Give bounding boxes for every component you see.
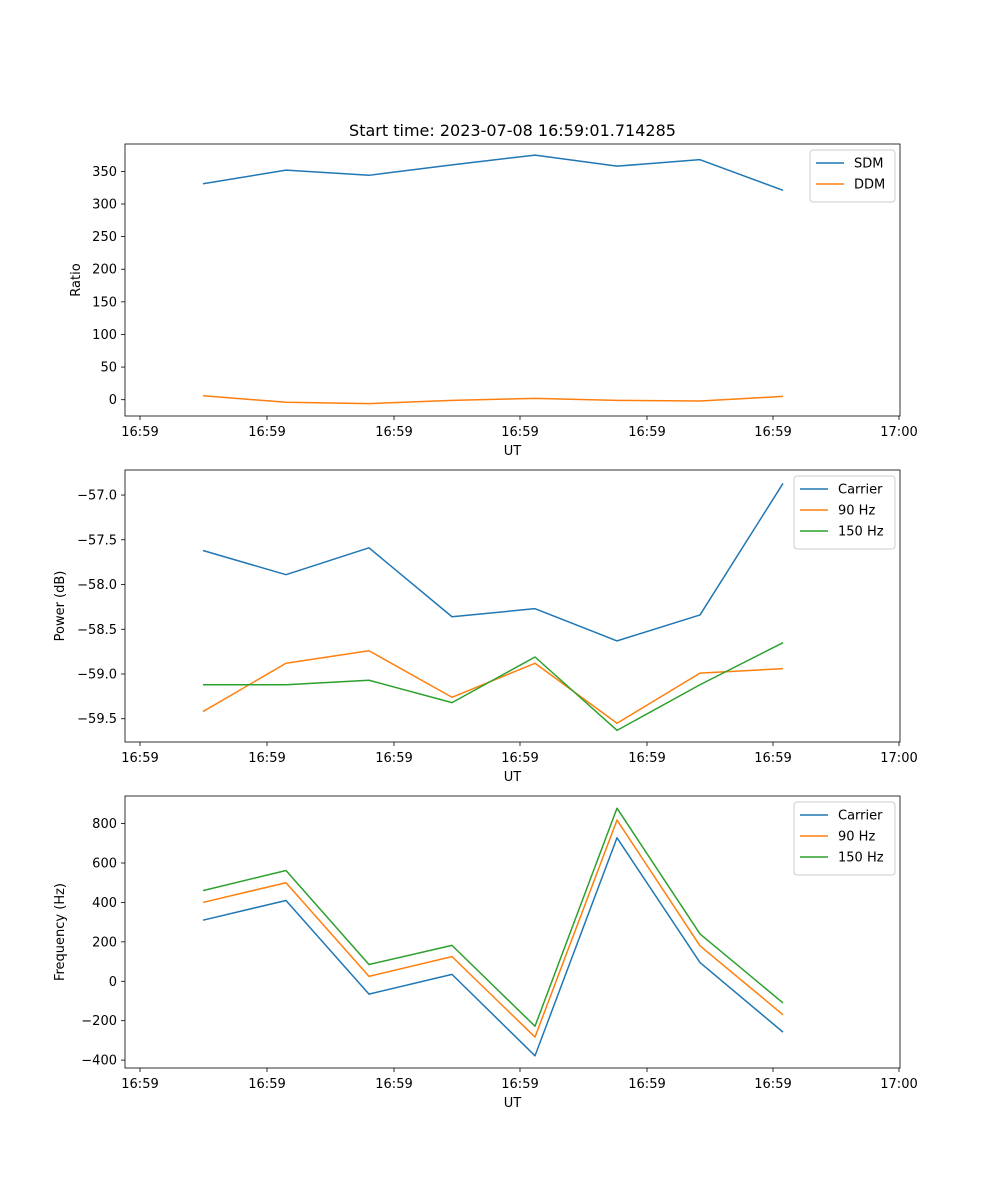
y-axis-label: Ratio bbox=[69, 263, 84, 296]
x-tick-label: 16:59 bbox=[375, 1077, 412, 1092]
legend-label: 90 Hz bbox=[838, 504, 875, 519]
axes-frame bbox=[124, 469, 901, 743]
legend: SDM DDM bbox=[809, 149, 896, 203]
x-tick-label: 16:59 bbox=[375, 425, 412, 440]
y-tick-label: 0 bbox=[109, 393, 117, 408]
x-tick-label: 16:59 bbox=[754, 1077, 791, 1092]
legend-label: DDM bbox=[854, 178, 885, 193]
y-axis-label: Power (dB) bbox=[53, 571, 68, 642]
y-tick-label: −58.0 bbox=[77, 578, 117, 593]
axes-frame bbox=[124, 143, 901, 417]
legend-label: SDM bbox=[854, 157, 883, 172]
y-tick-label: −58.5 bbox=[77, 623, 117, 638]
y-tick-label: −400 bbox=[81, 1054, 117, 1069]
legend-label: 90 Hz bbox=[838, 830, 875, 845]
y-tick-label: 350 bbox=[92, 165, 117, 180]
series-line-sdm bbox=[202, 154, 784, 192]
x-tick-label: 17:00 bbox=[880, 1077, 917, 1092]
x-tick-label: 16:59 bbox=[121, 425, 158, 440]
y-tick-label: 600 bbox=[92, 857, 117, 872]
y-tick-label: 100 bbox=[92, 328, 117, 343]
x-tick-label: 16:59 bbox=[121, 751, 158, 766]
y-tick-label: 250 bbox=[92, 230, 117, 245]
y-tick-label: 800 bbox=[92, 817, 117, 832]
x-tick-label: 17:00 bbox=[880, 425, 917, 440]
y-tick-label: −57.0 bbox=[77, 489, 117, 504]
y-tick-label: 150 bbox=[92, 295, 117, 310]
x-tick-label: 16:59 bbox=[121, 1077, 158, 1092]
legend-label: 150 Hz bbox=[838, 525, 884, 540]
series-line-carrier bbox=[202, 837, 784, 1057]
y-tick-label: 400 bbox=[92, 896, 117, 911]
subplot-1: Start time: 2023-07-08 16:59:01.714285 16… bbox=[69, 121, 918, 459]
y-tick-label: 300 bbox=[92, 198, 117, 213]
y-tick-label: −57.5 bbox=[77, 533, 117, 548]
y-tick-label: −59.0 bbox=[77, 668, 117, 683]
chart-title: Start time: 2023-07-08 16:59:01.714285 bbox=[349, 121, 676, 140]
x-tick-label: 17:00 bbox=[880, 751, 917, 766]
x-tick-label: 16:59 bbox=[628, 1077, 665, 1092]
subplot-2: 16:59 16:59 16:59 16:59 16:59 16:59 17:00 −59.5… bbox=[53, 469, 918, 785]
x-tick-label: 16:59 bbox=[248, 751, 285, 766]
x-tick-label: 16:59 bbox=[501, 1077, 538, 1092]
x-tick-label: 16:59 bbox=[754, 425, 791, 440]
legend-label: Carrier bbox=[838, 483, 883, 498]
x-axis-label: UT bbox=[504, 770, 522, 785]
x-axis-label: UT bbox=[504, 444, 522, 459]
series-line-150-hz bbox=[203, 642, 784, 732]
axes-frame bbox=[124, 795, 901, 1069]
x-tick-label: 16:59 bbox=[501, 751, 538, 766]
y-axis-label: Frequency (Hz) bbox=[53, 883, 68, 981]
legend: Carrier 90 Hz 150 Hz bbox=[793, 801, 896, 876]
x-axis-label: UT bbox=[504, 1096, 522, 1111]
y-tick-label: −59.5 bbox=[77, 712, 117, 727]
y-tick-label: 200 bbox=[92, 935, 117, 950]
subplot-3: 16:59 16:59 16:59 16:59 16:59 16:59 17:00 −400 −… bbox=[53, 795, 918, 1111]
legend: Carrier 90 Hz 150 Hz bbox=[793, 475, 896, 550]
x-tick-label: 16:59 bbox=[375, 751, 412, 766]
y-tick-label: −200 bbox=[81, 1014, 117, 1029]
series-line-90-hz bbox=[202, 819, 784, 1038]
y-tick-label: 200 bbox=[92, 263, 117, 278]
legend-label: 150 Hz bbox=[838, 851, 884, 866]
y-tick-label: 0 bbox=[109, 975, 117, 990]
x-tick-label: 16:59 bbox=[501, 425, 538, 440]
chart-root: Start time: 2023-07-08 16:59:01.714285 16… bbox=[53, 121, 918, 1111]
x-tick-label: 16:59 bbox=[248, 1077, 285, 1092]
legend-label: Carrier bbox=[838, 809, 883, 824]
x-tick-label: 16:59 bbox=[628, 425, 665, 440]
series-line-150-hz bbox=[202, 807, 784, 1027]
series-line-carrier bbox=[202, 483, 784, 642]
x-tick-label: 16:59 bbox=[248, 425, 285, 440]
x-tick-label: 16:59 bbox=[628, 751, 665, 766]
x-tick-label: 16:59 bbox=[754, 751, 791, 766]
y-tick-label: 50 bbox=[100, 361, 117, 376]
series-line-ddm bbox=[202, 395, 784, 405]
